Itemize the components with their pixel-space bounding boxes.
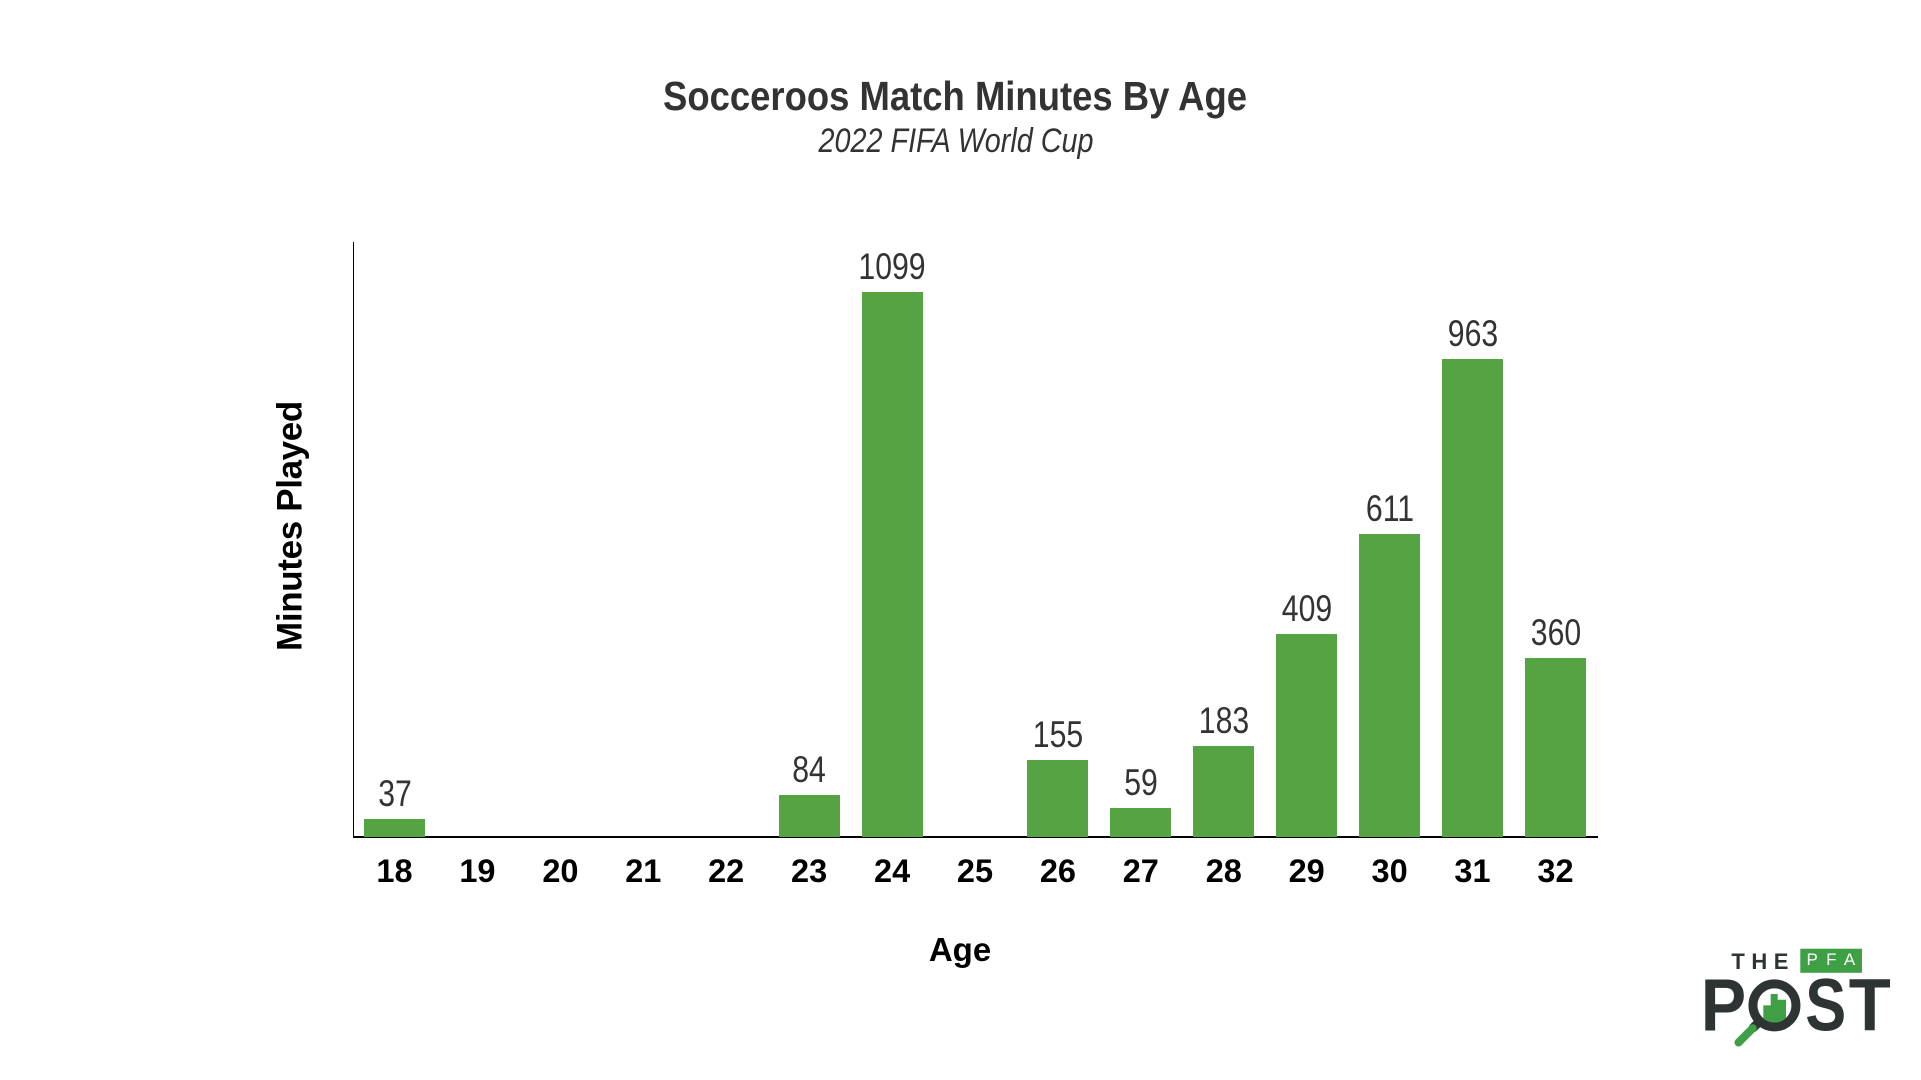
- svg-text:T: T: [1849, 964, 1891, 1047]
- svg-text:P: P: [1701, 965, 1746, 1047]
- svg-text:PFA: PFA: [1807, 950, 1864, 969]
- svg-text:THE: THE: [1731, 949, 1795, 974]
- svg-text:S: S: [1805, 964, 1846, 1047]
